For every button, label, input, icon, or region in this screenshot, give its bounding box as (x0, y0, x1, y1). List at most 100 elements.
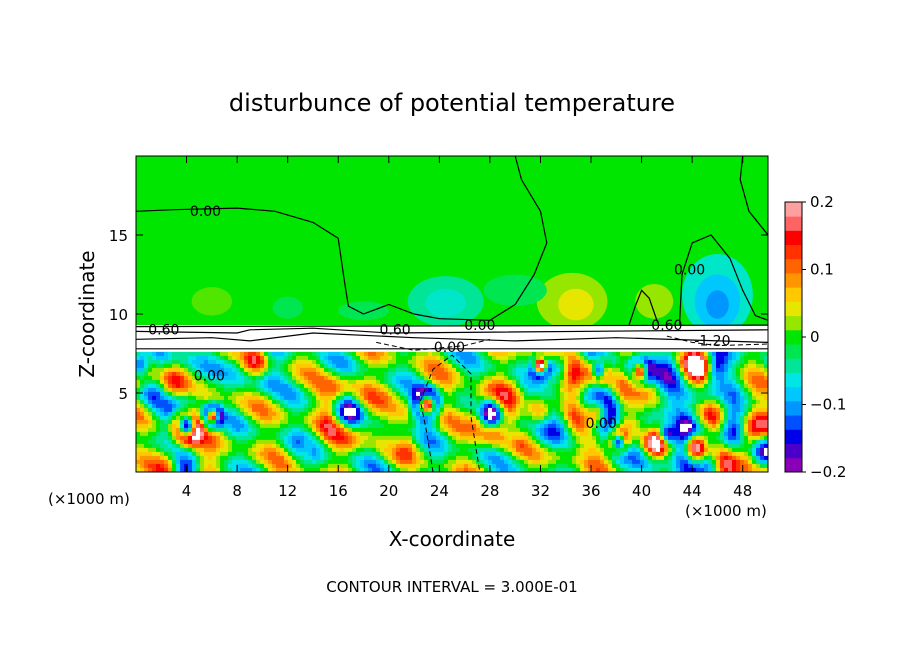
field-cell (192, 439, 197, 445)
field-cell (552, 359, 557, 365)
field-cell (496, 391, 501, 397)
field-cell (196, 447, 201, 453)
field-cell (340, 371, 345, 377)
field-cell (712, 355, 717, 361)
field-cell (264, 403, 269, 409)
field-cell (760, 407, 765, 413)
field-cell (616, 471, 621, 472)
field-cell (420, 411, 425, 417)
field-cell (416, 411, 421, 417)
field-cell (600, 451, 605, 457)
field-cell (228, 431, 233, 437)
field-cell (744, 379, 749, 385)
field-cell (656, 355, 661, 361)
field-cell (640, 355, 645, 361)
field-cell (572, 471, 577, 472)
field-cell (156, 423, 161, 429)
field-cell (252, 355, 257, 361)
field-cell (168, 467, 173, 472)
field-cell (564, 419, 569, 425)
field-cell (596, 399, 601, 405)
field-cell (328, 367, 333, 373)
field-cell (352, 467, 357, 472)
field-cell (312, 407, 317, 413)
field-cell (140, 427, 145, 433)
field-cell (600, 395, 605, 401)
field-cell (720, 391, 725, 397)
field-cell (288, 427, 293, 433)
field-cell (304, 443, 309, 449)
field-cell (672, 399, 677, 405)
field-cell (656, 459, 661, 465)
field-cell (460, 383, 465, 389)
field-cell (148, 455, 153, 461)
field-cell (352, 427, 357, 433)
field-cell (684, 363, 689, 369)
field-cell (344, 399, 349, 405)
field-cell (484, 471, 489, 472)
field-cell (580, 467, 585, 472)
field-cell (184, 419, 189, 425)
field-cell (244, 411, 249, 417)
contour-label: -1.20 (694, 334, 730, 350)
field-cell (544, 467, 549, 472)
field-cell (684, 391, 689, 397)
field-cell (244, 463, 249, 469)
field-cell (636, 427, 641, 433)
field-cell (200, 403, 205, 409)
field-cell (680, 455, 685, 461)
field-cell (440, 371, 445, 377)
field-cell (712, 471, 717, 472)
field-cell (680, 431, 685, 437)
field-cell (516, 375, 521, 381)
field-cell (732, 363, 737, 369)
field-cell (160, 467, 165, 472)
field-cell (336, 403, 341, 409)
field-cell (412, 471, 417, 472)
field-cell (208, 411, 213, 417)
chart-title: disturbunce of potential temperature (229, 89, 675, 117)
field-cell (160, 371, 165, 377)
field-cell (440, 423, 445, 429)
field-cell (372, 379, 377, 385)
field-cell (624, 431, 629, 437)
field-cell (240, 379, 245, 385)
field-cell (412, 431, 417, 437)
field-cell (476, 455, 481, 461)
field-cell (540, 439, 545, 445)
field-cell (544, 359, 549, 365)
field-cell (184, 351, 189, 357)
field-cell (444, 399, 449, 405)
field-cell (524, 395, 529, 401)
field-cell (452, 367, 457, 373)
field-cell (144, 383, 149, 389)
field-cell (580, 411, 585, 417)
field-cell (280, 371, 285, 377)
field-cell (608, 403, 613, 409)
field-cell (364, 459, 369, 465)
field-cell (148, 371, 153, 377)
field-cell (376, 423, 381, 429)
field-cell (412, 455, 417, 461)
field-cell (436, 355, 441, 361)
field-cell (636, 399, 641, 405)
field-cell (384, 471, 389, 472)
field-cell (372, 395, 377, 401)
field-cell (412, 399, 417, 405)
field-cell (360, 443, 365, 449)
field-cell (376, 355, 381, 361)
field-cell (628, 423, 633, 429)
field-cell (552, 395, 557, 401)
field-cell (592, 391, 597, 397)
field-cell (180, 435, 185, 441)
field-cell (160, 403, 165, 409)
field-cell (324, 395, 329, 401)
field-cell (236, 459, 241, 465)
field-cell (656, 411, 661, 417)
field-cell (464, 359, 469, 365)
field-cell (396, 431, 401, 437)
field-cell (248, 467, 253, 472)
field-cell (312, 403, 317, 409)
field-cell (700, 431, 705, 437)
field-cell (364, 395, 369, 401)
